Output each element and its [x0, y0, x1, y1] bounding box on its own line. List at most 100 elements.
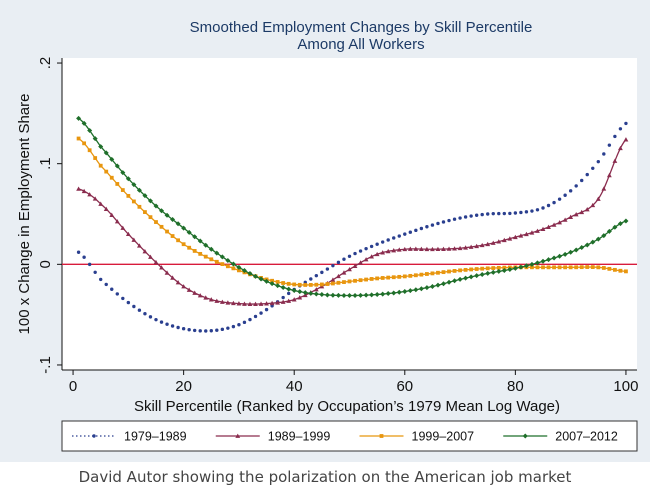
- series-marker: [330, 277, 336, 282]
- series-marker: [480, 212, 484, 217]
- series-marker: [579, 245, 585, 251]
- series-marker: [214, 259, 219, 264]
- series-marker: [159, 224, 164, 229]
- series-line: [78, 137, 626, 286]
- legend-item: 1999–2007: [359, 430, 475, 444]
- series-marker: [502, 265, 507, 270]
- series-marker: [595, 196, 601, 201]
- line-chart: Smoothed Employment Changes by Skill Per…: [16, 19, 638, 452]
- series-marker: [280, 299, 286, 304]
- series-marker: [237, 323, 241, 327]
- series-marker: [391, 290, 397, 296]
- series-marker: [258, 276, 264, 282]
- series-marker: [131, 182, 137, 188]
- series-marker: [513, 211, 518, 215]
- series-marker: [496, 265, 501, 270]
- series-marker: [125, 231, 131, 237]
- series-marker: [512, 265, 518, 271]
- series-marker: [524, 231, 529, 237]
- series-marker: [120, 170, 126, 176]
- series-marker: [181, 225, 187, 231]
- series-marker: [429, 283, 435, 289]
- series-marker: [402, 274, 407, 279]
- series-marker: [302, 290, 308, 296]
- series-marker: [154, 220, 158, 224]
- series-marker: [595, 236, 601, 242]
- series-marker: [568, 214, 574, 219]
- series-marker: [192, 328, 197, 333]
- series-marker: [291, 287, 297, 293]
- series-marker: [148, 254, 153, 259]
- series-marker: [524, 210, 529, 214]
- series-marker: [353, 251, 357, 256]
- series-marker: [364, 246, 368, 251]
- series-marker: [175, 221, 181, 227]
- series-marker: [391, 247, 397, 253]
- series-marker: [219, 299, 225, 304]
- chart-figure: Smoothed Employment Changes by Skill Per…: [0, 0, 650, 462]
- series-marker: [425, 272, 429, 276]
- series-marker: [136, 187, 142, 193]
- series-marker: [170, 217, 176, 223]
- series-marker: [286, 281, 291, 286]
- series-marker: [557, 220, 562, 225]
- series-marker: [242, 320, 247, 325]
- y-tick-label: 0: [37, 260, 54, 268]
- series-marker: [497, 211, 501, 216]
- legend: 1979–1989 1989–1999 1999–2007 2007–2012: [72, 430, 618, 444]
- series-marker: [325, 282, 330, 286]
- series-marker: [496, 268, 502, 274]
- legend-item: 1979–1989: [72, 430, 187, 444]
- legend-label: 1989–1999: [268, 430, 331, 444]
- series-marker: [518, 233, 524, 238]
- series-marker: [501, 267, 507, 273]
- series-marker: [225, 300, 231, 305]
- series-marker: [165, 322, 169, 326]
- series-marker: [606, 228, 612, 234]
- series-marker: [418, 246, 424, 251]
- series-marker: [143, 210, 147, 214]
- y-tick-label: -.1: [37, 356, 54, 374]
- legend-label: 1979–1989: [124, 430, 187, 444]
- series-marker: [601, 233, 607, 239]
- series-marker: [529, 230, 535, 235]
- series-marker: [186, 287, 192, 292]
- series-marker: [253, 301, 258, 306]
- series-marker: [508, 211, 512, 216]
- legend-label: 1999–2007: [412, 430, 475, 444]
- series-marker: [347, 254, 352, 258]
- series-marker: [523, 263, 529, 269]
- series-marker: [385, 248, 391, 254]
- series-marker: [131, 237, 137, 242]
- series-marker: [87, 262, 92, 267]
- series-marker: [490, 240, 496, 245]
- series-layer: [76, 115, 629, 333]
- series-marker: [485, 266, 490, 271]
- series-marker: [197, 293, 203, 298]
- series-marker: [573, 247, 579, 253]
- series-marker: [208, 297, 214, 302]
- series-marker: [590, 202, 596, 208]
- series-marker: [618, 127, 623, 131]
- figure-caption: David Autor showing the polarization on …: [78, 468, 572, 486]
- series-marker: [585, 172, 589, 177]
- series-marker: [557, 253, 563, 259]
- series-marker: [585, 265, 590, 269]
- series-marker: [87, 192, 93, 197]
- series-marker: [440, 281, 446, 287]
- series-marker: [319, 282, 324, 287]
- series-marker: [109, 175, 114, 180]
- legend-marker: [92, 434, 96, 438]
- series-marker: [181, 327, 186, 331]
- series-marker: [281, 295, 285, 300]
- series-marker: [518, 264, 524, 270]
- series-marker: [336, 260, 341, 265]
- series-marker: [474, 273, 480, 279]
- series-marker: [402, 246, 408, 252]
- series-marker: [418, 286, 424, 292]
- series-marker: [479, 272, 485, 278]
- series-marker: [546, 265, 551, 270]
- series-marker: [99, 277, 103, 282]
- x-tick-label: 20: [175, 378, 192, 395]
- series-marker: [573, 212, 579, 217]
